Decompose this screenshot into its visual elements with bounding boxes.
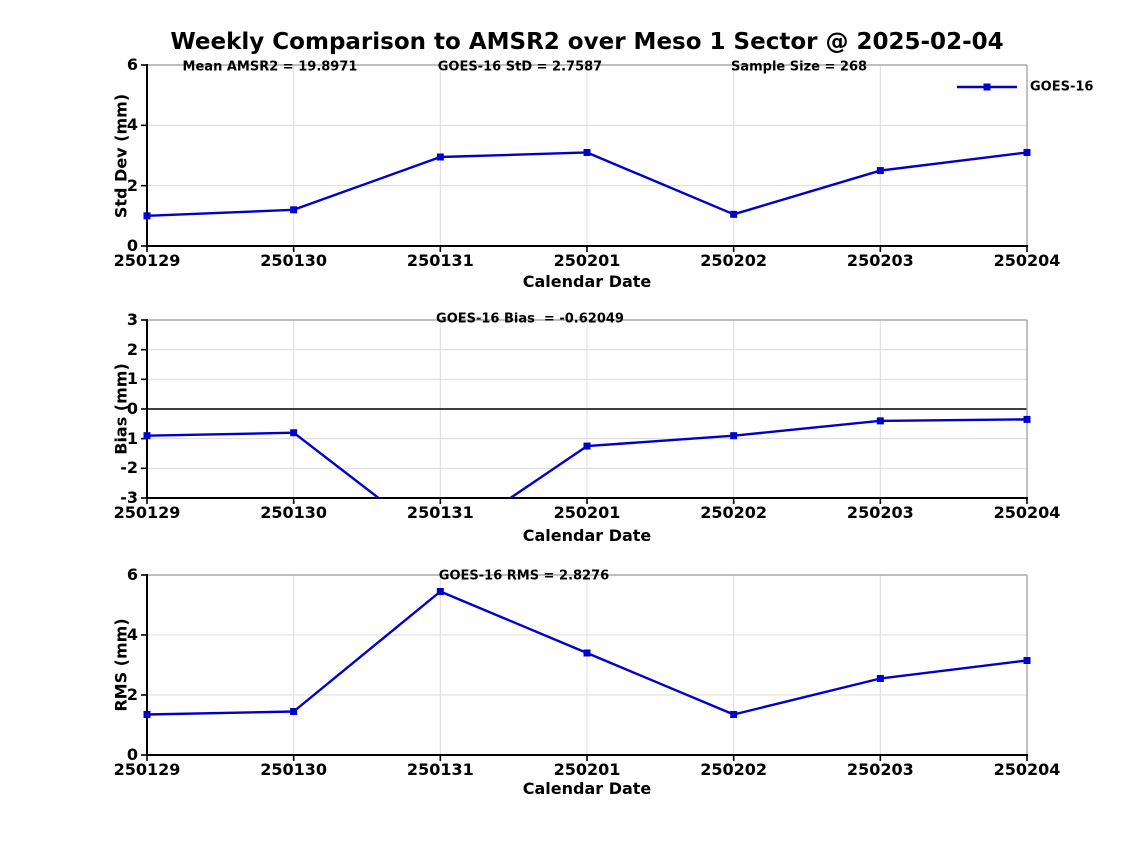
x-tick-label: 250129 <box>113 251 181 270</box>
series-marker <box>876 167 884 175</box>
y-tick-label: 1 <box>126 369 138 389</box>
series-marker <box>290 206 298 214</box>
x-tick-label: 250130 <box>260 251 328 270</box>
x-tick-label: 250204 <box>993 760 1061 779</box>
series-marker <box>876 675 884 682</box>
annotation-mean-amsr2: Mean AMSR2 = 19.8971 <box>182 59 358 75</box>
y-tick-label: 0 <box>126 744 138 764</box>
y-tick-label: 0 <box>126 398 138 418</box>
x-tick-label: 250131 <box>406 251 474 270</box>
y-tick-label: -2 <box>120 458 138 478</box>
y-tick-label: 2 <box>126 175 138 195</box>
x-tick-label: 250131 <box>406 503 474 522</box>
y-tick-label: 2 <box>126 684 138 704</box>
x-tick-label: 250203 <box>846 503 914 522</box>
annotation-goes16-std: GOES-16 StD = 2.7587 <box>437 59 603 75</box>
series-marker <box>143 212 151 220</box>
y-tick-label: 2 <box>126 339 138 359</box>
annotation-sample-size: Sample Size = 268 <box>730 59 868 75</box>
y-tick-label: 0 <box>126 235 138 255</box>
x-tick-label: 250201 <box>553 503 621 522</box>
y-tick-label: 6 <box>126 564 138 584</box>
series-marker <box>583 649 591 657</box>
series-marker <box>730 210 738 218</box>
series-marker <box>876 417 884 425</box>
series-marker <box>143 711 151 718</box>
chart-title: Weekly Comparison to AMSR2 over Meso 1 S… <box>170 29 1004 55</box>
x-tick-label: 250202 <box>700 251 768 270</box>
series-marker <box>436 153 444 161</box>
series-marker <box>583 442 591 450</box>
annotation-goes16-rms: GOES-16 RMS = 2.8276 <box>438 568 610 584</box>
series-marker <box>730 711 738 718</box>
y-tick-label: 6 <box>126 54 138 74</box>
series-marker <box>436 588 444 595</box>
x-tick-label: 250202 <box>700 760 768 779</box>
series-marker <box>730 432 738 440</box>
series-marker <box>290 708 298 715</box>
series-marker <box>1023 415 1031 423</box>
series-marker <box>1023 148 1031 156</box>
series-marker <box>1023 657 1031 664</box>
x-tick-label: 250201 <box>553 760 621 779</box>
x-tick-label: 250204 <box>993 503 1061 522</box>
series-marker <box>143 432 151 440</box>
x-tick-label: 250202 <box>700 503 768 522</box>
series-marker <box>290 429 298 437</box>
x-tick-label: 250201 <box>553 251 621 270</box>
x-axis-label-calendar-date: Calendar Date <box>522 526 652 545</box>
x-axis-label-calendar-date: Calendar Date <box>522 272 652 291</box>
x-tick-label: 250203 <box>846 251 914 270</box>
annotation-goes16-bias: GOES-16 Bias = -0.62049 <box>436 311 624 327</box>
x-tick-label: 250131 <box>406 760 474 779</box>
x-tick-label: 250129 <box>113 503 181 522</box>
y-tick-label: -3 <box>120 487 138 507</box>
x-tick-label: 250204 <box>993 251 1061 270</box>
y-tick-label: 3 <box>126 309 138 329</box>
series-marker <box>583 148 591 156</box>
y-tick-label: 4 <box>126 115 138 135</box>
x-axis-label-calendar-date: Calendar Date <box>522 779 652 798</box>
x-tick-label: 250129 <box>113 760 181 779</box>
x-tick-label: 250130 <box>260 760 328 779</box>
y-tick-label: 4 <box>126 624 138 644</box>
legend-marker <box>983 83 991 91</box>
y-tick-label: -1 <box>120 428 138 448</box>
x-tick-label: 250203 <box>846 760 914 779</box>
y-axis-label-stddev: Std Dev (mm) <box>111 93 131 219</box>
x-tick-label: 250130 <box>260 503 328 522</box>
legend-label: GOES-16 <box>1030 79 1094 95</box>
